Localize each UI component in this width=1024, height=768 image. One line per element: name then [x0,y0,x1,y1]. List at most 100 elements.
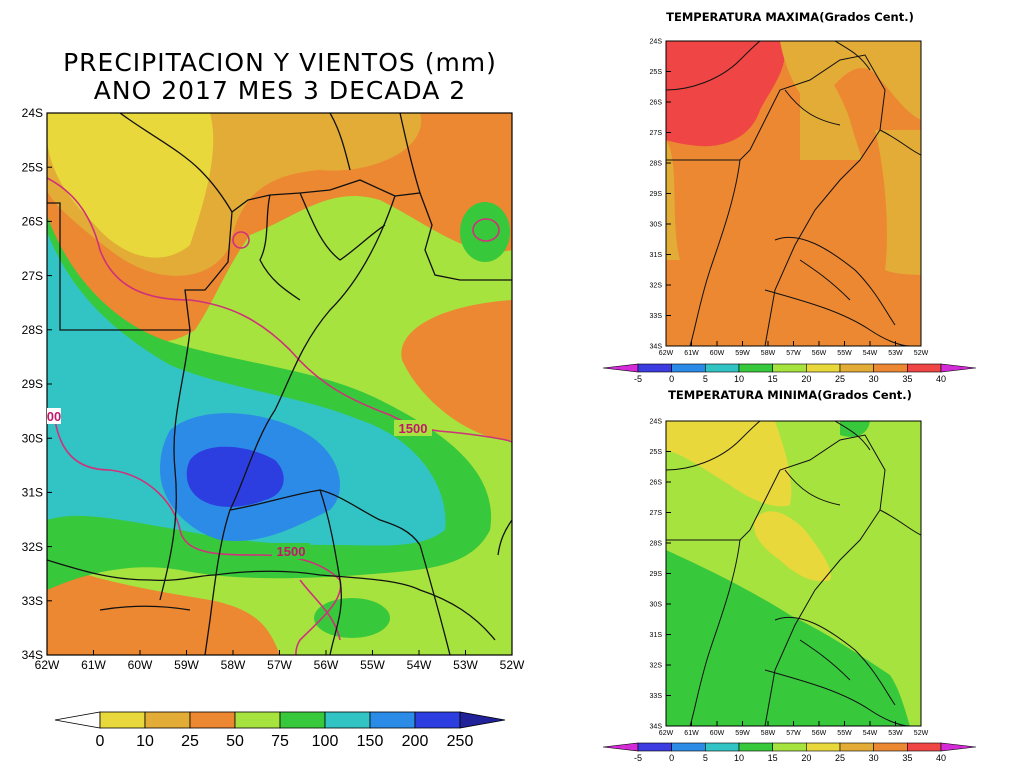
colorbar-swatch [414,711,461,729]
colorbar-label: 15 [768,374,778,384]
tmin-boundaries [666,421,921,726]
lat-label: 25S [22,160,43,174]
colorbar-label: 50 [226,733,244,750]
colorbar-label: 10 [734,374,744,384]
colorbar-swatch [324,711,371,729]
border-misc-5 [399,113,421,194]
lat-label: 28S [650,540,663,547]
precipitation-map: 1500 1500 00 24S25S26S27S28S29S30S31S32S… [22,106,525,750]
colorbar-label: 10 [136,733,154,750]
field-green-ne [460,202,510,262]
colorbar-swatch [637,363,672,373]
lon-label: 62W [659,350,674,357]
tmin-yellow-center [754,511,831,582]
tmin-fields [666,421,921,726]
contour-label-group: 1500 1500 00 [47,408,432,559]
lon-label: 53W [888,730,903,737]
lon-label: 59W [735,350,750,357]
lon-label: 52W [914,350,929,357]
lon-label: 58W [761,730,776,737]
colorbar-label: 30 [869,753,879,763]
lon-label: 54W [863,350,878,357]
contour-1500-c [299,579,341,641]
colorbar-swatch [99,711,146,729]
lon-label: 52W [914,730,929,737]
colorbar-label: 0 [669,753,674,763]
tmax-gold-center [800,41,862,160]
lat-label: 30S [650,221,663,228]
lat-label: 26S [650,99,663,106]
tmax-gold-east [875,130,921,275]
colorbar-arrow-right [940,742,977,752]
lon-label: 56W [314,658,339,672]
tmin-colorbar: -5 0 5 10 15 20 25 30 35 40 [602,742,977,763]
lat-label: 27S [650,130,663,137]
lon-label: 56W [812,350,827,357]
main-map-title-line2: ANO 2017 MES 3 DECADA 2 [93,76,467,105]
border-misc-4 [329,113,351,171]
colorbar-swatch [189,711,236,729]
border-misc-6 [319,489,342,655]
colorbar-swatch [839,363,874,373]
precipitation-fields [47,113,512,655]
colorbar-swatch [806,742,841,752]
precipitation-colorbar: 0 10 25 50 75 100 150 200 250 [54,711,506,750]
lon-label: 57W [267,658,292,672]
contour-ring-east [472,218,500,242]
lat-label: 27S [22,269,43,283]
colorbar-label: 5 [703,374,708,384]
colorbar-swatch [369,711,416,729]
lon-label: 53W [888,350,903,357]
lat-label: 33S [650,693,663,700]
border-misc-3 [119,113,233,213]
tmax-colorbar: -5 0 5 10 15 20 25 30 35 40 [602,363,977,384]
contour-label-2: 1500 [277,544,306,559]
lon-label: 60W [128,658,153,672]
lon-label: 54W [863,730,878,737]
lon-label: 57W [786,730,801,737]
colorbar-arrow-left [602,742,639,752]
lat-label: 25S [650,69,663,76]
tmax-boundaries [666,41,921,346]
colorbar-label: 200 [402,733,429,750]
lat-label: 24S [650,38,663,45]
lon-label: 54W [407,658,432,672]
colorbar-label: -5 [634,374,642,384]
tmin-lon-axis: 62W 61W 60W 59W 58W 57W 56W 55W 54W 53W 52W [659,721,929,737]
contour-label-1: 1500 [399,421,428,436]
border-south-1 [229,489,421,546]
tmax-lat-axis: 24S 25S 26S 27S 28S 29S 30S 31S 32S 33S 34S [650,38,671,350]
colorbar-label: 150 [357,733,384,750]
border-south-3 [47,559,216,582]
lat-label: 32S [22,540,43,554]
field-orange-east [401,300,512,440]
colorbar-swatch [806,363,841,373]
border-south-4 [99,605,191,611]
lon-label: 53W [453,658,478,672]
border-parana [159,329,191,601]
colorbar-arrow-right [940,363,977,373]
lon-label: 56W [812,730,827,737]
colorbar-swatch [873,742,908,752]
tmin-title: TEMPERATURA MINIMA(Grados Cent.) [668,388,912,402]
colorbar-swatch [671,742,706,752]
colorbar-label: 75 [271,733,289,750]
tmin-green-north [840,421,870,437]
tmax-fields [666,41,921,346]
colorbar-label: 250 [447,733,474,750]
colorbar-swatch [144,711,191,729]
contour-ring-west [232,231,250,249]
colorbar-label: 0 [96,733,105,750]
colorbar-label: 100 [312,733,339,750]
contour-1500-a [47,177,512,443]
colorbar-swatch [907,363,942,373]
colorbar-swatch [839,742,874,752]
lon-label: 62W [659,730,674,737]
border-south-2 [214,570,496,641]
lon-label: 52W [500,658,525,672]
colorbar-swatch [738,742,773,752]
lat-label: 24S [650,418,663,425]
colorbar-label: 15 [768,753,778,763]
colorbar-label: 0 [669,374,674,384]
colorbar-swatch [705,363,740,373]
